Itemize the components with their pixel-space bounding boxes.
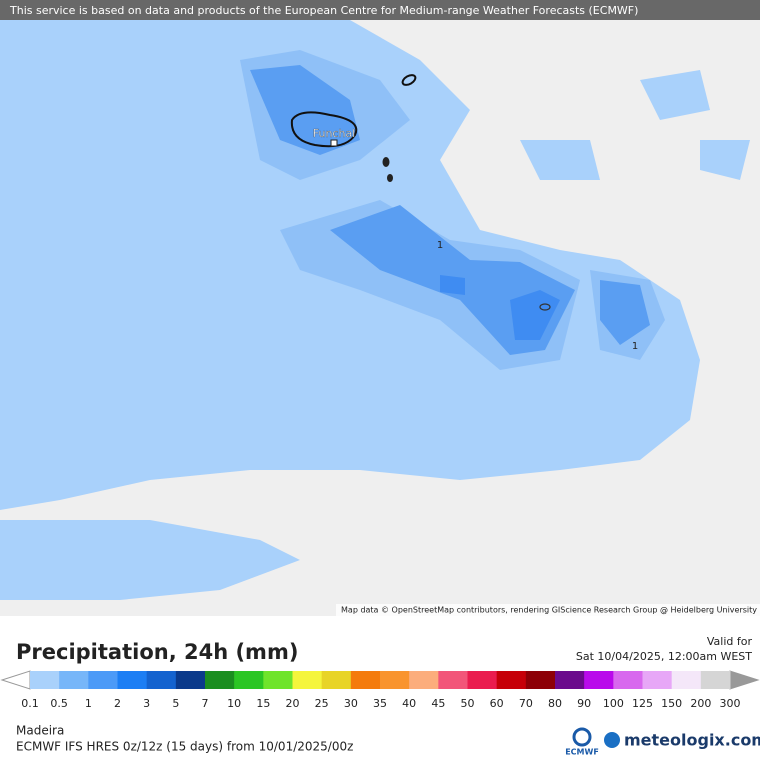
legend-swatch — [234, 671, 264, 689]
legend-label: 100 — [603, 697, 624, 710]
legend-label: 7 — [202, 697, 209, 710]
legend-swatch — [88, 671, 118, 689]
legend-label: 90 — [577, 697, 591, 710]
legend-swatch — [350, 671, 381, 689]
legend-label: 1 — [85, 697, 92, 710]
legend-label: 200 — [690, 697, 711, 710]
legend-swatch — [438, 671, 468, 689]
contour-label: 1 — [437, 240, 443, 251]
legend-swatch — [321, 671, 352, 689]
legend-swatch — [525, 671, 556, 689]
legend-label: 125 — [632, 697, 653, 710]
legend-label: 0.1 — [21, 697, 39, 710]
valid-time: Sat 10/04/2025, 12:00am WEST — [576, 650, 752, 663]
contour-label: 1 — [632, 341, 638, 352]
legend-swatch — [613, 671, 643, 689]
legend-swatch — [642, 671, 673, 689]
valid-label: Valid for — [707, 635, 753, 648]
legend-label: 50 — [461, 697, 475, 710]
legend-label: 45 — [431, 697, 445, 710]
legend-label: 35 — [373, 697, 387, 710]
legend-swatch — [30, 671, 60, 689]
legend-label: 30 — [344, 697, 358, 710]
legend-label: 300 — [720, 697, 741, 710]
legend-swatch — [584, 671, 614, 689]
ecmwf-logo: ECMWF — [565, 748, 599, 757]
legend-label: 70 — [519, 697, 533, 710]
legend-swatch — [175, 671, 206, 689]
brand: meteologix.com — [624, 731, 760, 750]
legend-swatch — [292, 671, 323, 689]
region: Madeira — [16, 724, 64, 738]
map: Funchal 1 1 This service is based on dat… — [0, 0, 760, 616]
legend-title: Precipitation, 24h (mm) — [16, 640, 298, 664]
legend-label: 0.5 — [50, 697, 68, 710]
legend-label: 80 — [548, 697, 562, 710]
legend-label: 15 — [256, 697, 270, 710]
legend-label: 20 — [286, 697, 300, 710]
legend-swatch — [146, 671, 177, 689]
legend-label: 10 — [227, 697, 241, 710]
legend-label: 3 — [143, 697, 150, 710]
legend-swatch — [263, 671, 293, 689]
legend-label: 40 — [402, 697, 416, 710]
legend-swatch — [380, 671, 410, 689]
place-label: Funchal — [313, 127, 356, 140]
attribution: Map data © OpenStreetMap contributors, r… — [341, 606, 757, 615]
legend-label: 60 — [490, 697, 504, 710]
legend: Precipitation, 24h (mm) Valid for Sat 10… — [0, 635, 760, 710]
legend-swatch — [671, 671, 702, 689]
legend-swatch — [117, 671, 148, 689]
legend-swatch — [700, 671, 731, 689]
legend-label: 150 — [661, 697, 682, 710]
legend-label: 25 — [315, 697, 329, 710]
model-info: ECMWF IFS HRES 0z/12z (15 days) from 10/… — [16, 740, 353, 754]
legend-swatch — [467, 671, 498, 689]
legend-swatch — [59, 671, 89, 689]
legend-swatch — [555, 671, 585, 689]
legend-swatch — [409, 671, 439, 689]
legend-label: 2 — [114, 697, 121, 710]
legend-swatch — [205, 671, 235, 689]
legend-swatch — [496, 671, 527, 689]
legend-label: 5 — [172, 697, 179, 710]
banner: This service is based on data and produc… — [9, 4, 638, 17]
